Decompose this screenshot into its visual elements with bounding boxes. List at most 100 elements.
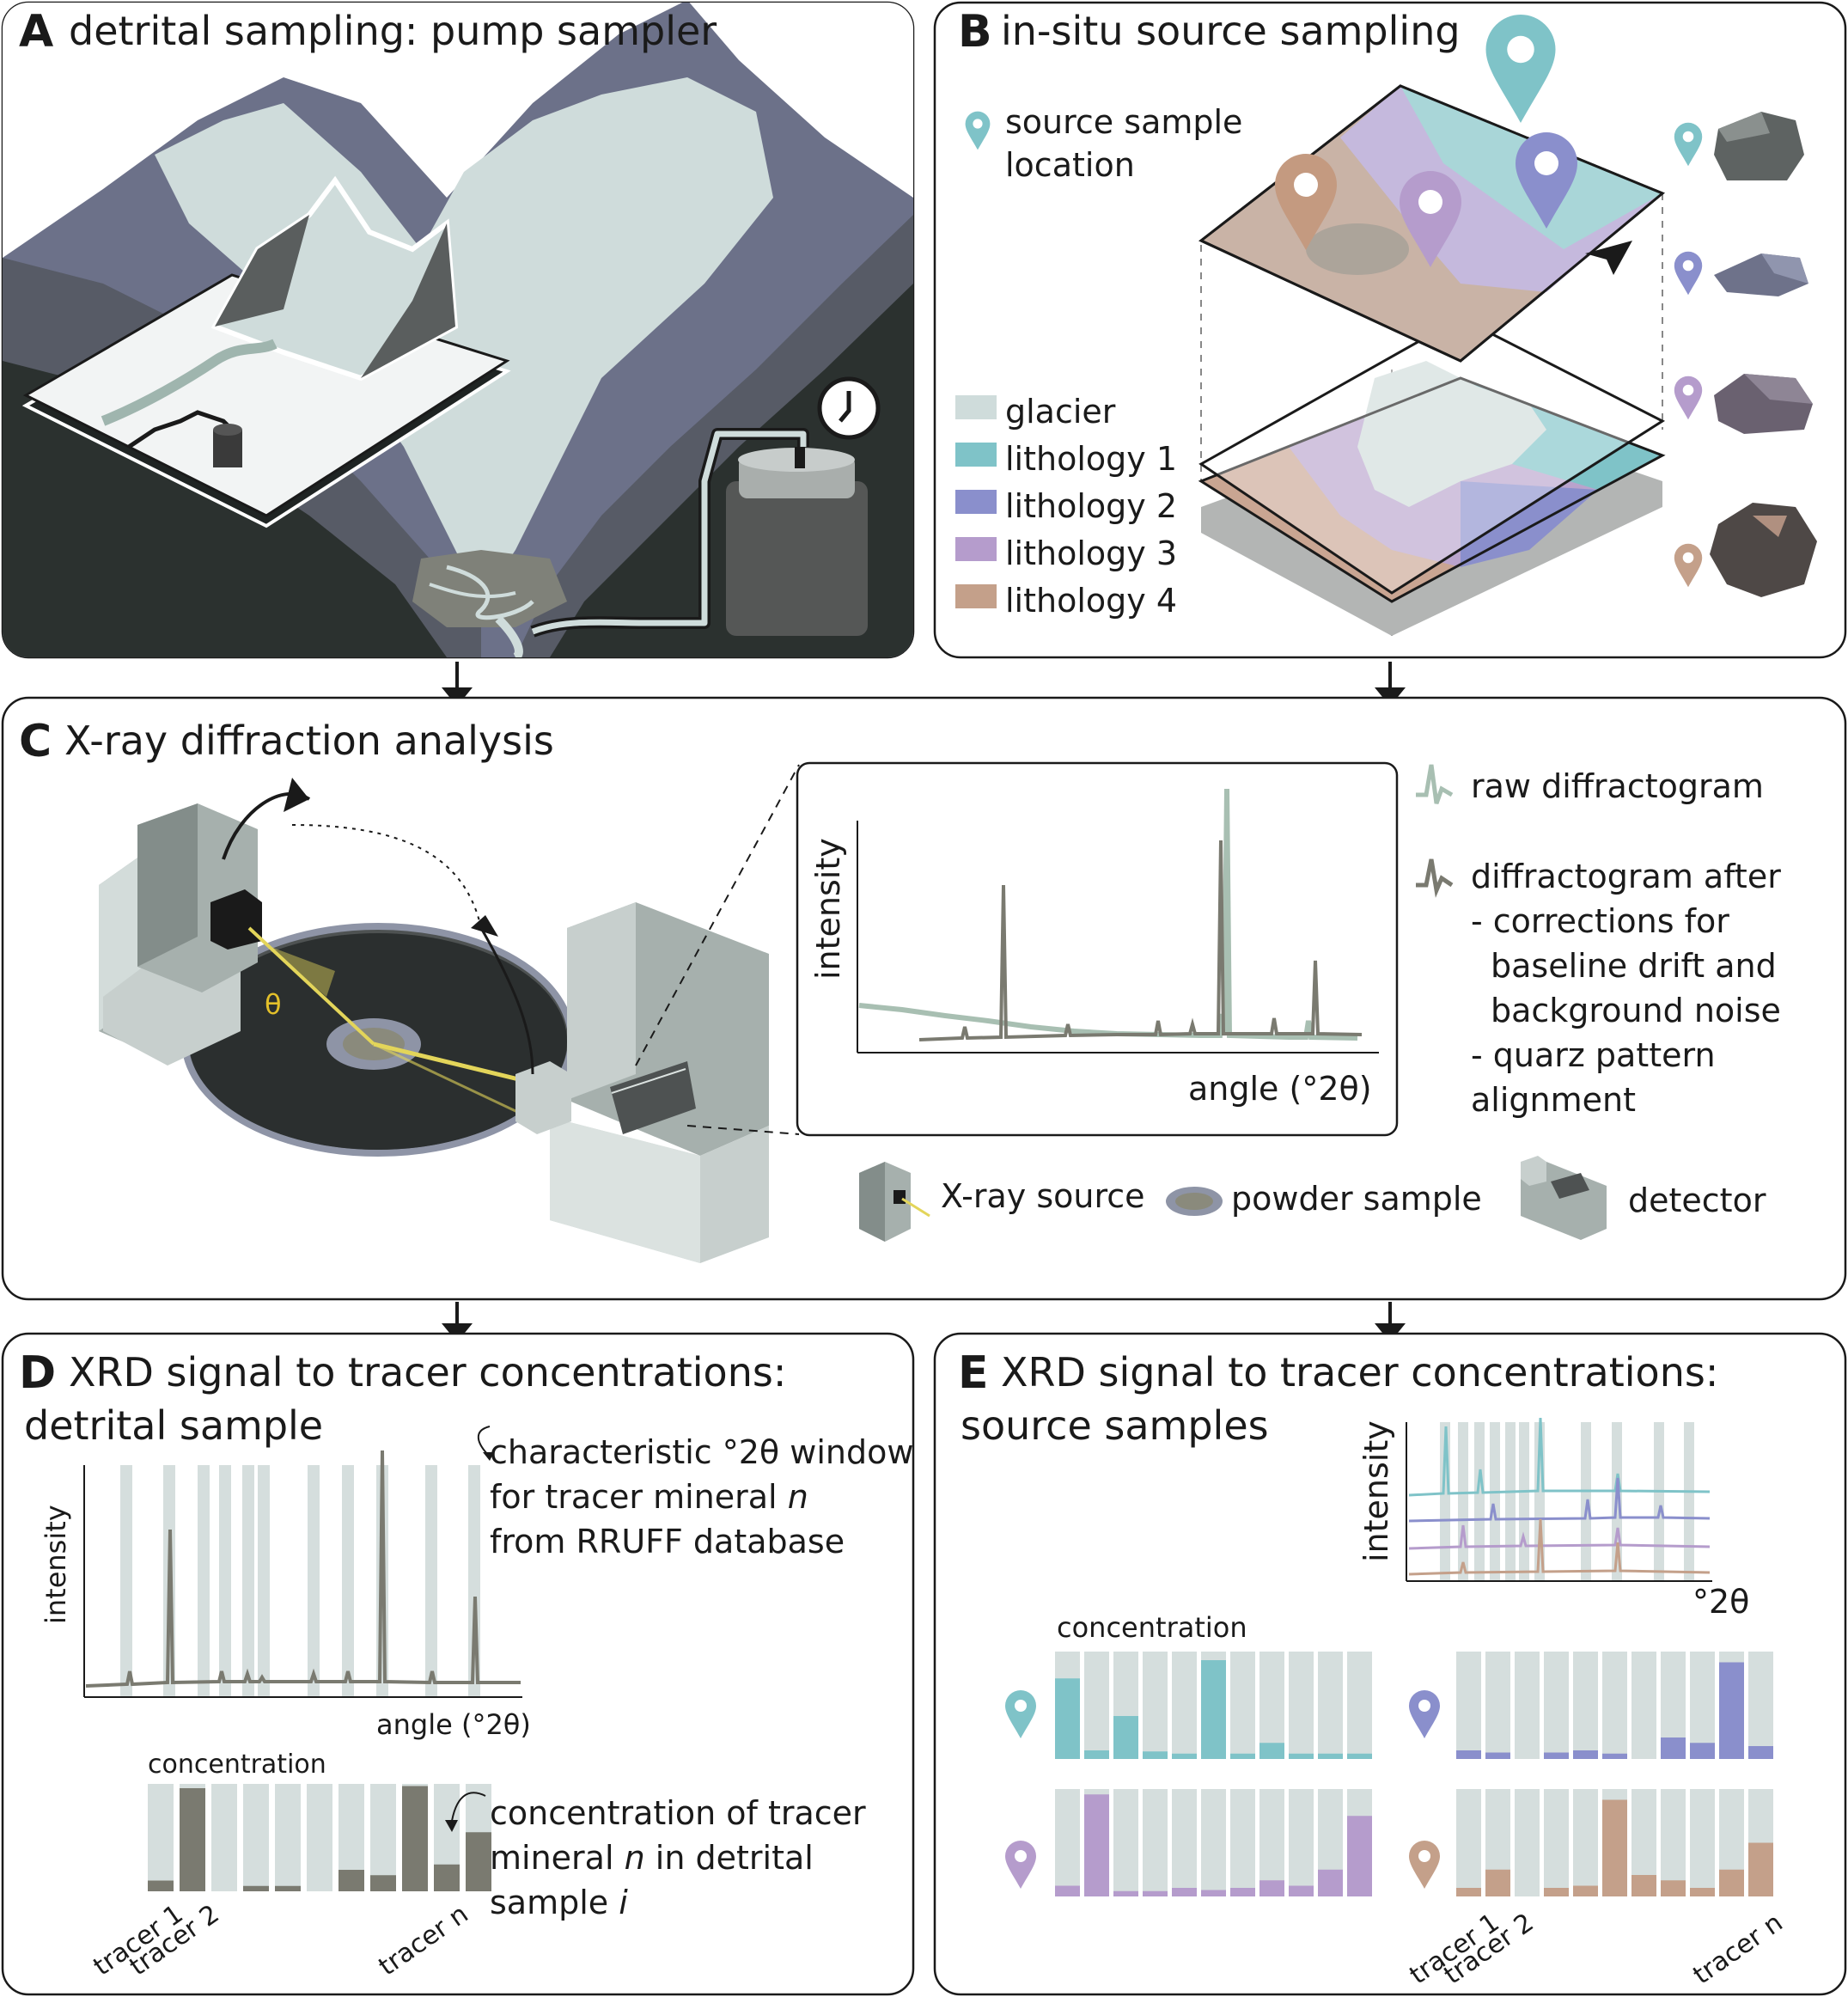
source-concentration-bars xyxy=(1055,1652,1773,1896)
e-bar-l3-3 xyxy=(1113,1890,1138,1896)
e-window-10 xyxy=(1654,1422,1664,1581)
d-bar-5 xyxy=(275,1885,301,1891)
theta-label: θ xyxy=(265,988,282,1021)
e-bar-l1-bg-5 xyxy=(1172,1652,1197,1759)
panel-a: A detrital sampling: pump sampler xyxy=(1,1,915,659)
e-window-11 xyxy=(1684,1422,1694,1581)
d-window-4 xyxy=(219,1465,231,1697)
e-bar-l3-bg-7 xyxy=(1230,1789,1255,1896)
window-note-line3: from RRUFF database xyxy=(490,1523,845,1560)
e-bar-l2-bg-2 xyxy=(1485,1652,1510,1759)
panel-a-landscape xyxy=(3,3,913,657)
e-bar-l2-1 xyxy=(1456,1750,1481,1759)
e-window-8 xyxy=(1581,1422,1591,1581)
d-window-8 xyxy=(342,1465,354,1697)
e-window-5 xyxy=(1505,1422,1516,1581)
e-bar-l1-bg-4 xyxy=(1143,1652,1168,1759)
legend-after-line1: diffractogram after xyxy=(1471,858,1781,895)
d-xlabel: angle (°2θ) xyxy=(376,1708,531,1741)
window-note-line2: for tracer mineral n xyxy=(490,1478,808,1516)
diffractogram-legend: raw diffractogram diffractogram after - … xyxy=(1416,764,1781,1119)
e-bar-l2-2 xyxy=(1485,1752,1510,1759)
e-bar-l2-bg-1 xyxy=(1456,1652,1481,1759)
e-bar-l3-9 xyxy=(1289,1885,1314,1896)
e-bar-l4-2 xyxy=(1485,1869,1510,1896)
conc-note-line3-a: sample xyxy=(490,1884,608,1921)
e-bar-l1-4 xyxy=(1143,1751,1168,1759)
source-tracer-windows xyxy=(1440,1422,1694,1581)
e-bar-l1-bg-7 xyxy=(1230,1652,1255,1759)
e-bar-l2-9 xyxy=(1690,1743,1715,1759)
xray-source-icon xyxy=(859,1162,930,1242)
source-label-line1: source sample xyxy=(1005,103,1242,141)
d-bar-9 xyxy=(402,1786,428,1891)
panel-d-title-line2: detrital sample xyxy=(24,1402,323,1449)
e-bar-l4-bg-5 xyxy=(1573,1789,1598,1896)
e-bar-l2-bg-11 xyxy=(1748,1652,1773,1759)
panel-d-letter: D xyxy=(19,1347,56,1399)
e-bar-l1-11 xyxy=(1347,1753,1372,1759)
e-bar-l4-10 xyxy=(1719,1869,1744,1896)
e-bar-l4-bg-3 xyxy=(1515,1789,1540,1896)
d-bar-bg-1 xyxy=(148,1784,174,1891)
panel-e: E XRD signal to tracer concentrations: s… xyxy=(933,1332,1847,1996)
legend-swatch-lithology-3 xyxy=(955,537,997,561)
e-bar-l3-11 xyxy=(1347,1816,1372,1896)
e-bar-l1-8 xyxy=(1259,1743,1284,1759)
e-bar-l2-10 xyxy=(1719,1662,1744,1759)
panel-e-title-line1: XRD signal to tracer concentrations: xyxy=(1001,1349,1718,1395)
d-window-1 xyxy=(120,1465,132,1697)
e-bar-l3-7 xyxy=(1230,1888,1255,1896)
legend-label-lithology-3: lithology 3 xyxy=(1005,534,1177,572)
e-bar-l1-5 xyxy=(1172,1753,1197,1759)
panel-a-letter: A xyxy=(19,6,53,58)
d-bar-1 xyxy=(148,1880,174,1891)
detrital-diffractogram: intensity angle (°2θ) xyxy=(40,1450,531,1741)
lithology-legend: glacier lithology 1 lithology 2 litholog… xyxy=(955,393,1177,620)
e-bar-l1-bg-2 xyxy=(1084,1652,1109,1759)
e-bar-l2-bg-6 xyxy=(1602,1652,1627,1759)
e-window-3 xyxy=(1474,1422,1485,1581)
e-bar-l4-7 xyxy=(1631,1875,1656,1896)
tracer-windows xyxy=(120,1465,480,1697)
d-window-6 xyxy=(258,1465,270,1697)
e-bar-l2-11 xyxy=(1748,1746,1773,1759)
e-bar-l2-6 xyxy=(1602,1753,1627,1759)
e-bar-l1-2 xyxy=(1084,1750,1109,1759)
window-note-n: n xyxy=(788,1478,808,1516)
d-bar-2 xyxy=(180,1788,205,1891)
e-bar-l1-bg-8 xyxy=(1259,1652,1284,1759)
e-bar-l1-9 xyxy=(1289,1753,1314,1759)
raw-diffractogram-line xyxy=(858,788,1358,1041)
source-diffractograms: intensity °2θ xyxy=(1357,1417,1749,1621)
legend-swatch-lithology-2 xyxy=(955,490,997,514)
e-bar-l3-bg-3 xyxy=(1113,1789,1138,1896)
panel-a-title: detrital sampling: pump sampler xyxy=(69,8,717,54)
legend-swatch-lithology-1 xyxy=(955,443,997,467)
d-bar-8 xyxy=(370,1875,396,1891)
legend-after-line5: - quarz pattern xyxy=(1471,1036,1716,1074)
d-bar-bg-5 xyxy=(275,1784,301,1891)
panel-e-title-line2: source samples xyxy=(961,1402,1269,1449)
map-inset xyxy=(21,175,511,528)
e-bar-l3-bg-9 xyxy=(1289,1789,1314,1896)
c-xlabel: angle (°2θ) xyxy=(1188,1070,1372,1108)
e-bar-l1-bg-9 xyxy=(1289,1652,1314,1759)
conc-note-line1: concentration of tracer xyxy=(490,1794,866,1832)
legend-after-line6: alignment xyxy=(1471,1081,1636,1119)
legend-after-line4: background noise xyxy=(1491,992,1781,1029)
raw-diffractogram-icon xyxy=(1416,764,1454,804)
e-bar-l4-5 xyxy=(1573,1885,1598,1896)
component-legend: X-ray source powder sample detector xyxy=(859,1156,1766,1242)
detrital-diffractogram-line xyxy=(85,1450,521,1688)
d-bar-7 xyxy=(338,1870,364,1891)
panel-e-letter: E xyxy=(958,1347,989,1399)
source-line-lithology-2 xyxy=(1408,1477,1711,1523)
legend-label-lithology-2: lithology 2 xyxy=(1005,487,1177,525)
panel-d: D XRD signal to tracer concentrations: d… xyxy=(1,1332,915,1996)
panel-c-title: X-ray diffraction analysis xyxy=(64,718,554,764)
legend-after-line2: - corrections for xyxy=(1471,902,1729,940)
conc-note-n: n xyxy=(625,1839,645,1877)
e-bar-l2-bg-5 xyxy=(1573,1652,1598,1759)
